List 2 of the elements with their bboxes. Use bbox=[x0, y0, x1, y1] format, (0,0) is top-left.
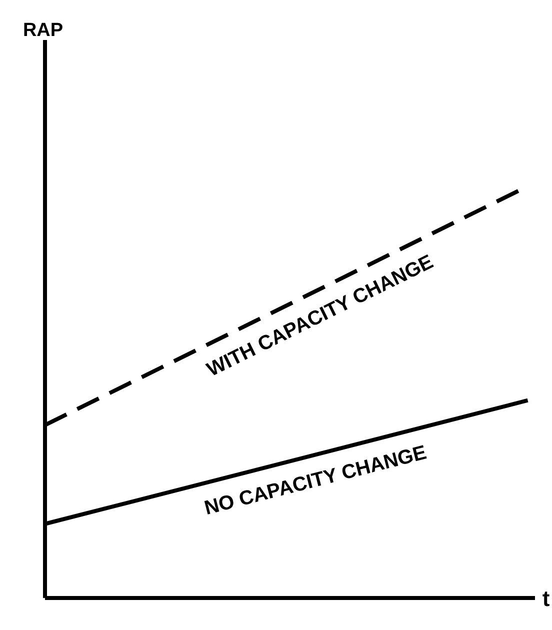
x-axis-title: t bbox=[542, 586, 550, 611]
text: RAP bbox=[22, 20, 64, 41]
